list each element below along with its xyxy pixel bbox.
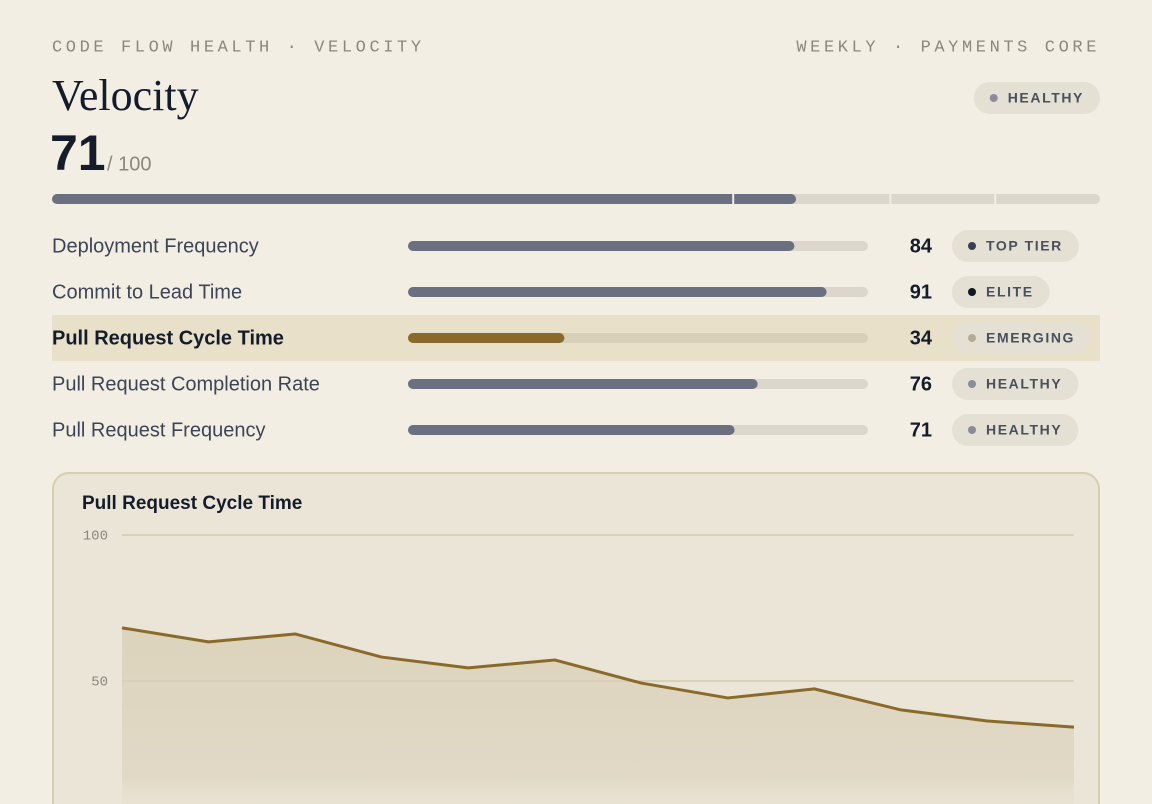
metric-row: Deployment Frequency 84 TOP TIER xyxy=(52,230,1079,262)
area xyxy=(122,627,1074,804)
score-value: 71 xyxy=(50,125,106,181)
metric-value: 34 xyxy=(910,327,933,349)
eyebrow: CODE FLOW HEALTH · VELOCITY xyxy=(52,38,425,57)
score-max: / 100 xyxy=(107,153,151,175)
badge-bg xyxy=(952,230,1079,262)
metric-value: 84 xyxy=(910,235,933,257)
metric-bar xyxy=(408,333,565,343)
badge-dot xyxy=(968,242,976,250)
metric-name: Pull Request Frequency xyxy=(52,419,265,441)
metric-row: Pull Request Completion Rate 76 HEALTHY xyxy=(52,368,1079,400)
badge-label: EMERGING xyxy=(986,330,1075,346)
metric-bar xyxy=(408,425,735,435)
metric-row: Pull Request Cycle Time 34 EMERGING xyxy=(52,315,1100,361)
y-tick-label: 100 xyxy=(83,529,108,545)
y-tick-label: 50 xyxy=(91,675,108,691)
badge-label: HEALTHY xyxy=(986,422,1062,438)
metric-row: Pull Request Frequency 71 HEALTHY xyxy=(52,414,1079,446)
metric-bar xyxy=(408,287,827,297)
badge-label: HEALTHY xyxy=(986,376,1062,392)
metric-bar xyxy=(408,379,758,389)
metric-row: Commit to Lead Time 91 ELITE xyxy=(52,276,1050,308)
metric-bar xyxy=(408,241,795,251)
metric-value: 76 xyxy=(910,373,932,395)
badge-dot xyxy=(989,94,998,102)
badge-bg xyxy=(952,414,1079,446)
metric-name: Pull Request Completion Rate xyxy=(52,373,320,395)
score-bar xyxy=(52,193,1100,205)
status-badge: HEALTHY xyxy=(973,82,1100,114)
badge-dot xyxy=(968,380,976,388)
metric-name: Pull Request Cycle Time xyxy=(52,327,284,349)
context: WEEKLY · PAYMENTS CORE xyxy=(796,38,1100,57)
metric-value: 91 xyxy=(910,281,932,303)
badge-dot xyxy=(968,334,976,342)
badge-bg xyxy=(952,368,1079,400)
line xyxy=(121,626,1075,729)
badge-dot xyxy=(968,288,976,296)
metric-name: Commit to Lead Time xyxy=(52,281,242,303)
metric-name: Deployment Frequency xyxy=(52,235,259,257)
badge-label: TOP TIER xyxy=(986,238,1063,254)
chart-title: Pull Request Cycle Time xyxy=(82,493,302,514)
badge-bg xyxy=(952,322,1092,354)
badge-bg xyxy=(952,276,1050,308)
metric-list: Deployment Frequency 84 TOP TIER Commit to … xyxy=(52,230,1100,446)
metric-value: 71 xyxy=(910,419,932,441)
chart: 50 100 xyxy=(83,529,1075,804)
badge-label: HEALTHY xyxy=(1008,90,1084,106)
badge-bg xyxy=(973,82,1100,114)
page-title: Velocity xyxy=(52,71,199,120)
score-fill xyxy=(52,194,797,204)
badge-label: ELITE xyxy=(986,284,1034,300)
badge-dot xyxy=(968,426,976,434)
